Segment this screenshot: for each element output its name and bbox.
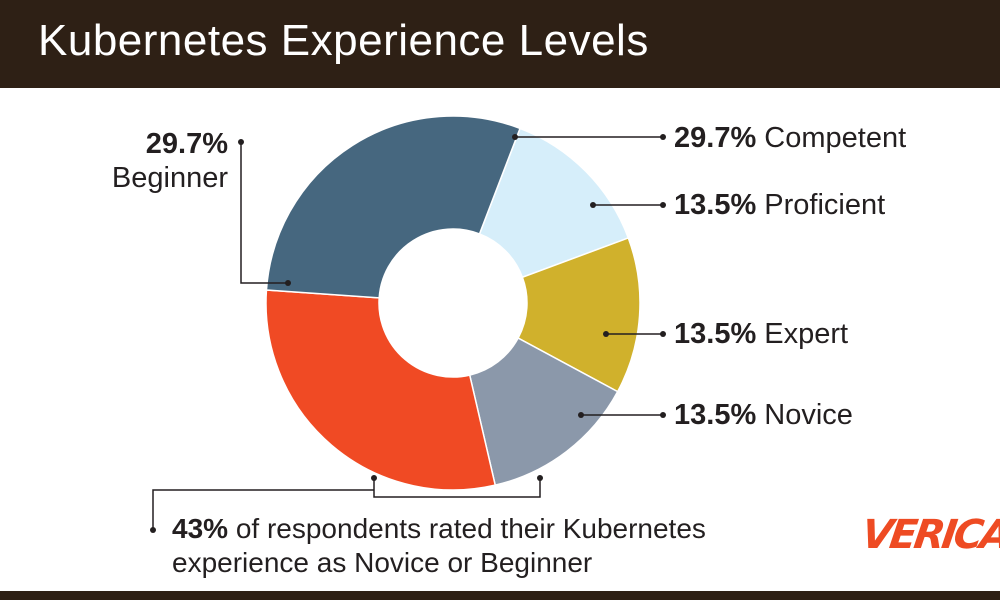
label-competent: 29.7% Competent [674,121,906,155]
header-bar: Kubernetes Experience Levels [0,0,1000,88]
slice-beginner [265,115,521,299]
slice-novice [468,337,619,487]
summary-note-pct: 43% [172,513,229,544]
note-leader-line [152,489,374,530]
label-expert: 13.5% Expert [674,317,848,351]
label-beginner-pct: 29.7% [145,128,228,160]
summary-note-line1: of respondents rated their Kubernetes [228,513,706,544]
label-proficient-pct: 13.5% [674,189,757,221]
verica-logo: VERICA [858,512,1000,558]
label-beginner-name: Beginner [111,162,228,194]
label-beginner: 29.7% Beginner [108,127,228,195]
label-proficient-name: Proficient [764,189,886,221]
label-expert-name: Expert [764,318,849,350]
label-novice: 13.5% Novice [674,398,853,432]
label-competent-name: Competent [764,122,907,154]
label-proficient: 13.5% Proficient [674,188,885,222]
label-competent-pct: 29.7% [674,122,757,154]
footer-bar [0,591,1000,600]
chart-title: Kubernetes Experience Levels [38,16,649,65]
label-novice-name: Novice [764,399,853,431]
slice-competent [265,289,497,491]
leader-line-beginner [240,142,288,284]
summary-note-line2: experience as Novice or Beginner [172,547,593,578]
summary-note: 43% of respondents rated their Kubernete… [172,512,706,580]
slice-expert [517,237,641,393]
slice-proficient [478,127,630,279]
label-expert-pct: 13.5% [674,318,757,350]
bracket-line [373,478,541,498]
label-novice-pct: 13.5% [674,399,757,431]
